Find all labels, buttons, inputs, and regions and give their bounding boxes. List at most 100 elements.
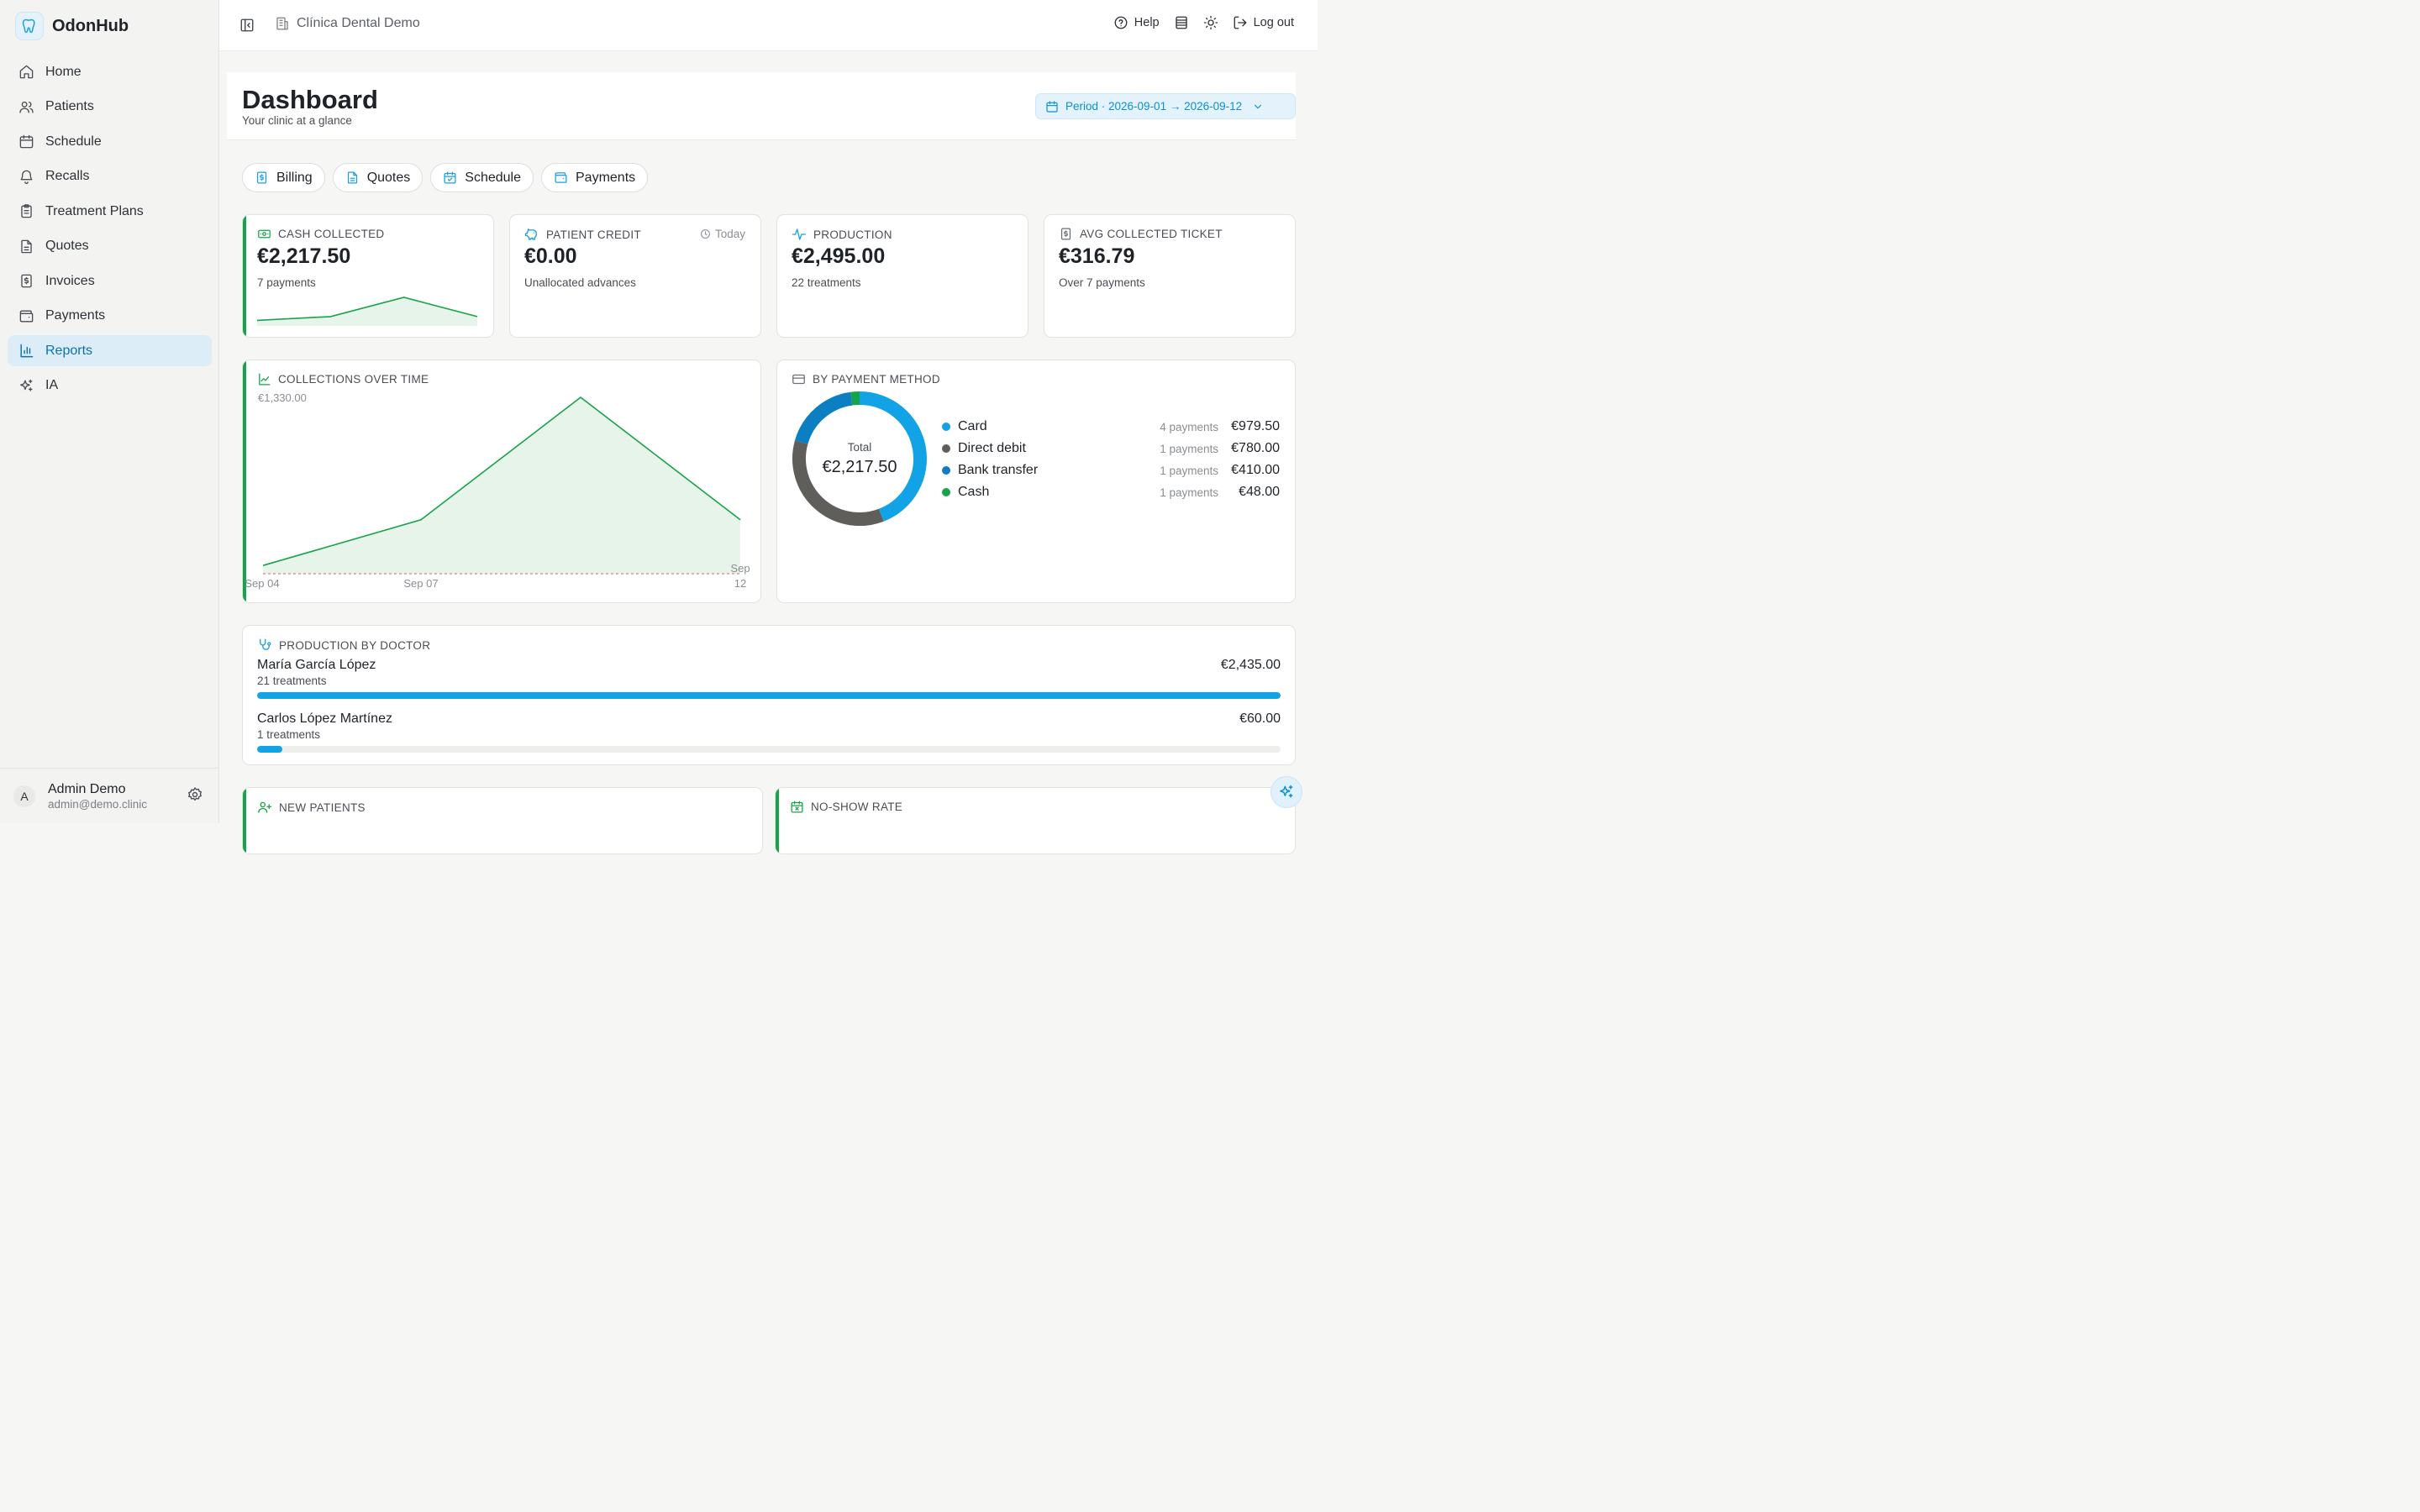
donut-slice-cash (850, 391, 860, 406)
user-profile[interactable]: A Admin Demo admin@demo.clinic (0, 768, 219, 823)
kpi-avg-ticket[interactable]: AVG COLLECTED TICKET €316.79 Over 7 paym… (1044, 214, 1296, 338)
wallet-icon (19, 309, 34, 323)
no-show-rate-card: NO-SHOW RATE (775, 787, 1296, 854)
stethoscope-icon (260, 638, 271, 650)
building-icon (276, 17, 288, 30)
legend-item: Direct debit 1 payments €780.00 (942, 438, 1280, 459)
bar-chart-icon (20, 344, 34, 358)
sidebar-item-home[interactable]: Home (8, 56, 212, 87)
kpi-title: PRODUCTION (813, 228, 892, 241)
sidebar-item-quotes[interactable]: Quotes (8, 231, 212, 262)
document-icon (347, 171, 357, 184)
donut-total-value: €2,217.50 (823, 458, 897, 476)
calendar-icon (19, 134, 34, 149)
x-tick-label: Sep 04 (245, 577, 279, 590)
doctor-row[interactable]: Carlos López Martínez 1 treatments €60.0… (257, 711, 1281, 753)
kpi-subtext: 22 treatments (792, 276, 861, 289)
piggy-bank-icon (524, 228, 537, 240)
chart-title: COLLECTIONS OVER TIME (278, 373, 429, 386)
collections-area (263, 397, 740, 574)
x-tick-label: Sep 12 (730, 562, 750, 590)
sidebar-item-label: Treatment Plans (45, 203, 144, 218)
calendar-check-icon (444, 171, 456, 184)
avatar: A (13, 785, 35, 807)
collections-line (262, 396, 741, 566)
invoice-icon (21, 274, 32, 288)
legend-item: Card 4 payments €979.50 (942, 416, 1280, 438)
sidebar-item-label: Schedule (45, 134, 102, 149)
quotes-button[interactable]: Quotes (332, 163, 424, 192)
sidebar: OdonHub Home Patients Schedule Recalls T… (0, 0, 219, 823)
legend-swatch (942, 444, 950, 453)
logout-button[interactable]: Log out (1233, 15, 1294, 30)
home-icon (19, 65, 34, 79)
sparkline-line (256, 297, 478, 322)
sidebar-item-label: Home (45, 64, 82, 79)
main-content: Dashboard Your clinic at a glance Period… (227, 72, 1296, 854)
kpi-title: CASH COLLECTED (278, 228, 385, 240)
page-title: Dashboard (242, 85, 378, 114)
period-selector[interactable]: Period · 2026-09-01 → 2026-09-12 (1035, 93, 1296, 119)
sidebar-item-patients[interactable]: Patients (8, 92, 212, 123)
kpi-subtext: Unallocated advances (524, 276, 636, 289)
sidebar-item-label: Reports (45, 343, 93, 358)
sidebar-item-recalls[interactable]: Recalls (8, 161, 212, 192)
top-bar: Clínica Dental Demo Help Log out (219, 0, 1318, 51)
clinic-selector[interactable]: Clínica Dental Demo (275, 16, 420, 31)
sparkline-area (257, 297, 477, 326)
user-name: Admin Demo (48, 781, 126, 796)
sidebar-item-payments[interactable]: Payments (8, 301, 212, 332)
sidebar-item-ia[interactable]: IA (8, 370, 212, 402)
today-badge: Today (700, 228, 745, 240)
sidebar-item-label: Invoices (45, 273, 95, 288)
ai-assistant-button[interactable] (1270, 776, 1302, 808)
receipt-icon (1060, 228, 1071, 240)
legend-swatch (942, 466, 950, 475)
table-view-icon[interactable] (1174, 15, 1189, 30)
kpi-value: €0.00 (524, 244, 577, 268)
chevron-down-icon (1255, 104, 1262, 108)
line-chart-icon (259, 373, 271, 386)
sun-icon[interactable] (1203, 15, 1218, 30)
users-icon (19, 101, 34, 113)
help-button[interactable]: Help (1113, 15, 1160, 30)
x-tick-label: Sep 07 (403, 577, 438, 590)
kpi-value: €2,217.50 (257, 244, 351, 268)
doctor-row[interactable]: María García López 21 treatments €2,435.… (257, 658, 1281, 699)
kpi-subtext: 7 payments (257, 276, 316, 289)
schedule-button[interactable]: Schedule (430, 163, 534, 192)
sidebar-item-invoices[interactable]: Invoices (8, 265, 212, 297)
sidebar-item-label: Payments (45, 308, 106, 323)
sidebar-item-label: Patients (45, 99, 94, 113)
legend-item: Cash 1 payments €48.00 (942, 481, 1280, 503)
sidebar-item-reports[interactable]: Reports (8, 335, 212, 366)
kpi-patient-credit[interactable]: PATIENT CREDIT Today €0.00 Unallocated a… (509, 214, 761, 338)
clock-icon (701, 229, 710, 239)
progress-fill (257, 746, 283, 753)
billing-button[interactable]: Billing (242, 163, 325, 192)
sidebar-item-treatment-plans[interactable]: Treatment Plans (8, 196, 212, 227)
payment-donut: Total €2,217.50 (792, 391, 927, 526)
sidebar-item-schedule[interactable]: Schedule (8, 126, 212, 157)
sidebar-toggle-icon[interactable] (239, 18, 255, 37)
legend-swatch (942, 423, 950, 431)
banknote-icon (258, 229, 271, 239)
activity-icon (792, 228, 807, 240)
legend-swatch (942, 488, 950, 496)
brand[interactable]: OdonHub (15, 12, 129, 40)
quick-links: Billing Quotes Schedule Payments (242, 163, 649, 192)
gear-icon[interactable] (187, 786, 203, 807)
y-max-label: €1,330.00 (258, 391, 307, 404)
sidebar-item-label: Quotes (45, 239, 89, 253)
payments-button[interactable]: Payments (541, 163, 649, 192)
collections-chart: €1,330.00 Sep 04 Sep 07 Sep 12 (245, 391, 750, 590)
cash-sparkline (256, 297, 478, 326)
bell-icon (20, 170, 33, 184)
document-icon (21, 239, 32, 253)
legend-item: Bank transfer 1 payments €410.00 (942, 459, 1280, 481)
kpi-cash-collected[interactable]: CASH COLLECTED €2,217.50 7 payments (242, 214, 494, 338)
payment-legend: Card 4 payments €979.50 Direct debit 1 p… (942, 416, 1280, 503)
progress-track (257, 692, 1281, 699)
sparkles-icon (20, 379, 33, 391)
kpi-production[interactable]: PRODUCTION €2,495.00 22 treatments (776, 214, 1028, 338)
